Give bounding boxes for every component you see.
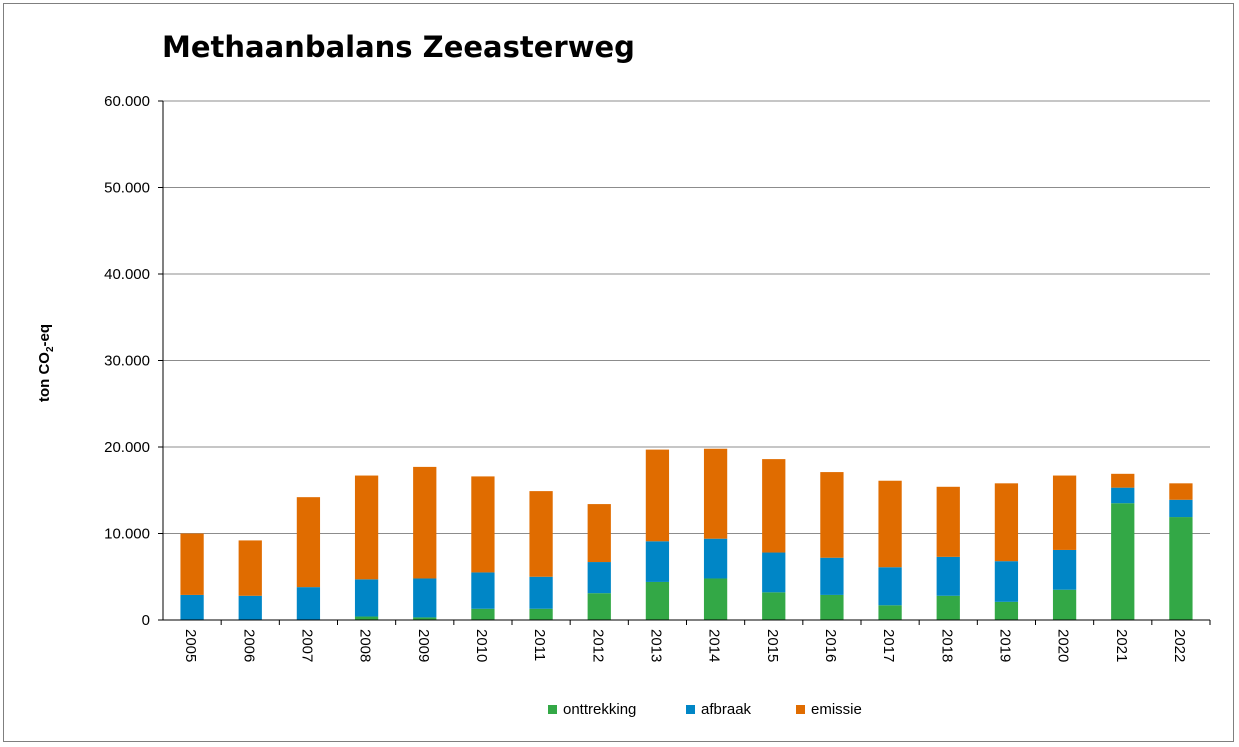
bar-segment-onttrekking-2018: [936, 595, 960, 620]
bar-segment-afbraak-2010: [471, 572, 495, 609]
bar-segment-emissie-2017: [878, 480, 902, 568]
x-tick-label: 2017: [880, 629, 897, 662]
legend-label: onttrekking: [563, 701, 637, 718]
bar-segment-afbraak-2022: [1169, 499, 1193, 518]
bar-segment-onttrekking-2022: [1169, 517, 1193, 620]
bar-segment-afbraak-2020: [1052, 549, 1077, 590]
x-tick-label: 2020: [1055, 629, 1072, 662]
bar-segment-emissie-2012: [587, 504, 611, 563]
bar-segment-onttrekking-2019: [994, 601, 1019, 620]
bar-segment-afbraak-2015: [762, 552, 786, 593]
bar-segment-emissie-2013: [645, 449, 670, 542]
bar-segment-emissie-2020: [1052, 475, 1077, 550]
bar-segment-emissie-2016: [820, 472, 844, 558]
y-tick-label: 20.000: [104, 439, 150, 456]
bar-segment-emissie-2005: [180, 533, 204, 595]
bar-segment-onttrekking-2020: [1052, 589, 1077, 620]
legend-swatch: [686, 705, 695, 714]
legend-label: afbraak: [701, 701, 752, 718]
x-tick-label: 2015: [764, 629, 781, 662]
x-tick-label: 2009: [415, 629, 432, 662]
x-tick-label: 2014: [706, 629, 723, 662]
bar-segment-emissie-2019: [994, 483, 1019, 562]
legend-item-afbraak: afbraak: [686, 701, 751, 718]
bar-segment-onttrekking-2021: [1111, 503, 1135, 620]
bar-segment-onttrekking-2011: [529, 608, 553, 620]
bar-segment-emissie-2021: [1111, 473, 1135, 488]
bar-segment-emissie-2015: [762, 459, 786, 553]
chart-title: Methaanbalans Zeeasterweg: [162, 30, 635, 64]
legend-item-emissie: emissie: [796, 701, 862, 718]
bar-segment-emissie-2008: [354, 475, 379, 580]
bar-segment-afbraak-2017: [878, 567, 902, 606]
bar-segment-afbraak-2012: [587, 562, 611, 594]
bar-segment-emissie-2011: [529, 491, 553, 577]
x-tick-label: 2006: [240, 629, 257, 662]
bar-segment-onttrekking-2017: [878, 605, 902, 620]
x-tick-label: 2012: [589, 629, 606, 662]
bar-segment-emissie-2010: [471, 476, 495, 573]
x-tick-label: 2008: [357, 629, 374, 662]
legend-item-onttrekking: onttrekking: [548, 701, 636, 718]
legend-label: emissie: [811, 701, 862, 718]
x-tick-label: 2016: [822, 629, 839, 662]
bar-segment-onttrekking-2008: [354, 616, 379, 620]
y-tick-label: 50.000: [104, 180, 150, 197]
bar-segment-onttrekking-2014: [703, 578, 728, 620]
bar-segment-afbraak-2007: [296, 587, 321, 620]
bar-segment-afbraak-2021: [1111, 487, 1135, 504]
bar-segment-afbraak-2013: [645, 541, 670, 582]
y-tick-label: 10.000: [104, 526, 150, 543]
bar-segment-afbraak-2006: [238, 595, 262, 620]
x-tick-label: 2013: [647, 629, 664, 662]
y-tick-label: 30.000: [104, 353, 150, 370]
x-tick-label: 2021: [1113, 629, 1130, 662]
bar-segment-emissie-2022: [1169, 483, 1193, 500]
x-tick-label: 2005: [182, 629, 199, 662]
bar-segment-afbraak-2018: [936, 556, 960, 596]
bar-segment-emissie-2007: [296, 497, 321, 588]
bar-segment-onttrekking-2012: [587, 593, 611, 620]
bar-segment-afbraak-2008: [354, 579, 379, 617]
legend-swatch: [548, 705, 557, 714]
bar-segment-afbraak-2014: [703, 538, 728, 579]
bar-segment-afbraak-2019: [994, 561, 1019, 602]
y-tick-label: 60.000: [104, 93, 150, 110]
x-tick-label: 2011: [531, 629, 548, 661]
bar-segment-emissie-2009: [413, 466, 437, 579]
y-tick-label: 40.000: [104, 266, 150, 283]
bar-segment-onttrekking-2016: [820, 594, 844, 620]
legend-swatch: [796, 705, 805, 714]
x-tick-label: 2019: [996, 629, 1013, 662]
x-tick-label: 2010: [473, 629, 490, 662]
y-tick-label: 0: [142, 612, 150, 629]
bar-segment-onttrekking-2009: [413, 617, 437, 620]
x-tick-label: 2007: [298, 629, 315, 662]
bar-segment-emissie-2006: [238, 540, 262, 596]
bar-segment-afbraak-2016: [820, 557, 844, 595]
x-tick-label: 2018: [938, 629, 955, 662]
bar-segment-afbraak-2005: [180, 594, 204, 620]
bar-segment-onttrekking-2015: [762, 592, 786, 620]
bar-segment-afbraak-2011: [529, 576, 553, 609]
chart-frame: [3, 3, 1234, 742]
x-tick-label: 2022: [1171, 629, 1188, 662]
bar-segment-onttrekking-2013: [645, 581, 670, 620]
bar-segment-onttrekking-2010: [471, 608, 495, 620]
bar-segment-afbraak-2009: [413, 578, 437, 618]
bar-segment-emissie-2014: [703, 448, 728, 539]
bar-segment-emissie-2018: [936, 486, 960, 557]
